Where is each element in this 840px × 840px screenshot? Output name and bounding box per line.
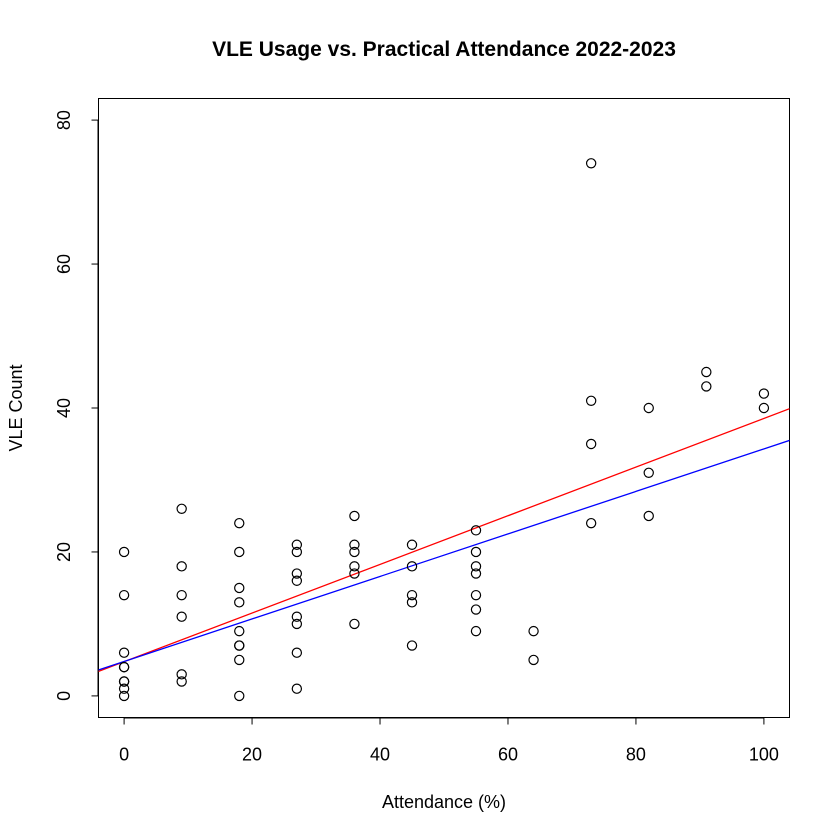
data-point: [176, 669, 187, 680]
data-point: [470, 525, 482, 536]
data-point: [349, 568, 360, 579]
data-point: [585, 517, 597, 529]
data-point: [234, 546, 245, 558]
data-point: [291, 683, 303, 694]
x-tick-label: 20: [242, 745, 262, 765]
data-point: [234, 517, 245, 529]
data-point: [470, 561, 482, 572]
data-point: [643, 510, 654, 522]
data-point: [349, 510, 360, 522]
x-tick-label: 40: [370, 745, 390, 765]
data-point: [758, 388, 770, 399]
x-tick-label: 100: [749, 745, 779, 765]
y-tick-label: 80: [54, 110, 74, 130]
data-point: [176, 561, 187, 572]
data-point: [176, 589, 187, 601]
fit-line-2: [98, 439, 790, 671]
y-tick-label: 20: [54, 542, 74, 562]
data-point: [349, 539, 360, 550]
data-point: [234, 597, 245, 608]
data-point: [406, 539, 418, 550]
y-tick-label: 60: [54, 254, 74, 274]
data-point: [234, 640, 245, 651]
x-axis: 0 20 40 60 80 100: [119, 717, 779, 765]
y-axis-label: VLE Count: [6, 364, 26, 451]
data-point: [234, 654, 245, 666]
data-point: [470, 568, 482, 579]
data-point: [118, 661, 130, 673]
data-point: [528, 625, 539, 637]
data-points: [118, 158, 770, 702]
data-point: [291, 575, 303, 586]
data-point: [470, 546, 482, 558]
data-point: [470, 589, 482, 601]
data-point: [406, 640, 418, 651]
y-axis: 0 20 40 60 80: [54, 110, 99, 701]
data-point: [291, 611, 303, 622]
chart-title: VLE Usage vs. Practical Attendance 2022-…: [212, 38, 676, 61]
data-point: [291, 539, 303, 550]
data-point: [291, 546, 303, 558]
data-point: [406, 589, 418, 601]
data-point: [349, 561, 360, 572]
y-tick-label: 40: [54, 398, 74, 418]
data-point: [585, 395, 597, 407]
data-point: [118, 647, 130, 658]
data-point: [176, 503, 187, 514]
data-point: [176, 611, 187, 622]
data-point: [118, 683, 130, 694]
data-point: [585, 438, 597, 450]
data-point: [118, 546, 130, 558]
x-tick-label: 60: [498, 745, 518, 765]
data-point: [291, 568, 303, 579]
data-point: [758, 402, 770, 414]
fit-lines: [98, 408, 790, 673]
data-point: [470, 625, 482, 637]
data-point: [118, 676, 130, 687]
data-point: [643, 467, 654, 478]
data-point: [291, 618, 303, 630]
data-point: [118, 690, 130, 702]
data-point: [234, 690, 245, 702]
x-tick-label: 80: [626, 745, 646, 765]
x-axis-label: Attendance (%): [382, 792, 506, 812]
data-point: [234, 582, 245, 594]
data-point: [176, 676, 187, 687]
x-tick-label: 0: [119, 745, 129, 765]
fit-line-1: [98, 408, 790, 673]
data-point: [701, 366, 712, 378]
data-point: [349, 618, 360, 630]
data-point: [406, 561, 418, 572]
data-point: [406, 597, 418, 608]
data-point: [349, 546, 360, 558]
data-point: [528, 654, 539, 666]
data-point: [470, 604, 482, 615]
data-point: [234, 625, 245, 637]
data-point: [118, 589, 130, 601]
data-point: [585, 158, 597, 169]
data-point: [701, 381, 712, 392]
data-point: [291, 647, 303, 658]
plot-frame: [98, 98, 790, 718]
data-point: [643, 402, 654, 414]
y-tick-label: 0: [54, 691, 74, 701]
